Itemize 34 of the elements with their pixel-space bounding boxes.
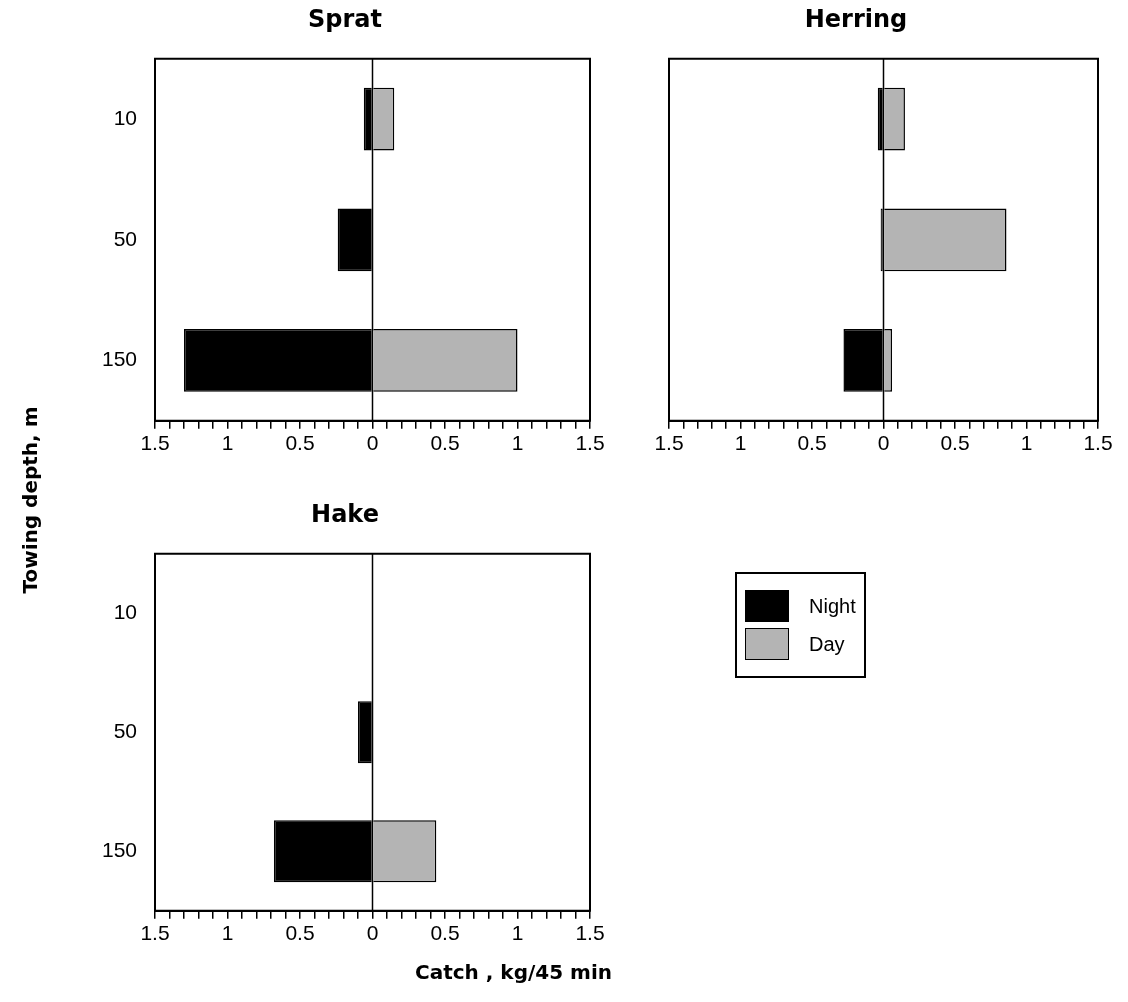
chart-title: Sprat xyxy=(308,4,382,33)
x-tick-label: 1 xyxy=(1020,431,1033,455)
x-tick-label: 1 xyxy=(221,431,234,455)
legend-label: Day xyxy=(809,632,845,656)
x-tick-label: 0.5 xyxy=(940,431,970,455)
y-tick-label: 50 xyxy=(113,719,137,743)
chart-title: Hake xyxy=(311,499,379,528)
x-tick-label: 1 xyxy=(511,431,524,455)
x-tick-label: 0.5 xyxy=(430,431,460,455)
y-axis-title: Towing depth, m xyxy=(17,406,42,594)
y-tick-label: 10 xyxy=(113,105,137,129)
y-tick-label: 50 xyxy=(113,226,137,250)
x-tick-label: 1.5 xyxy=(140,431,170,455)
x-axis-title: Catch , kg/45 min xyxy=(415,960,613,984)
x-tick-label: 1.5 xyxy=(575,431,605,455)
x-tick-label: 1.5 xyxy=(654,431,684,455)
x-tick-label: 0 xyxy=(366,921,379,945)
y-tick-label: 150 xyxy=(101,838,137,862)
y-tick-label: 150 xyxy=(101,347,137,371)
x-tick-label: 0.5 xyxy=(797,431,827,455)
legend-label: Night xyxy=(809,594,856,618)
x-tick-label: 1.5 xyxy=(1083,431,1113,455)
x-tick-label: 0 xyxy=(366,431,379,455)
x-tick-label: 1 xyxy=(221,921,234,945)
x-tick-label: 1.5 xyxy=(140,921,170,945)
y-tick-label: 10 xyxy=(113,600,137,624)
x-tick-label: 1 xyxy=(511,921,524,945)
x-tick-label: 1 xyxy=(734,431,747,455)
x-tick-label: 0 xyxy=(877,431,890,455)
x-tick-label: 0.5 xyxy=(285,431,315,455)
x-tick-label: 1.5 xyxy=(575,921,605,945)
chart-title: Herring xyxy=(804,4,908,33)
x-tick-label: 0.5 xyxy=(430,921,460,945)
x-tick-label: 0.5 xyxy=(285,921,315,945)
